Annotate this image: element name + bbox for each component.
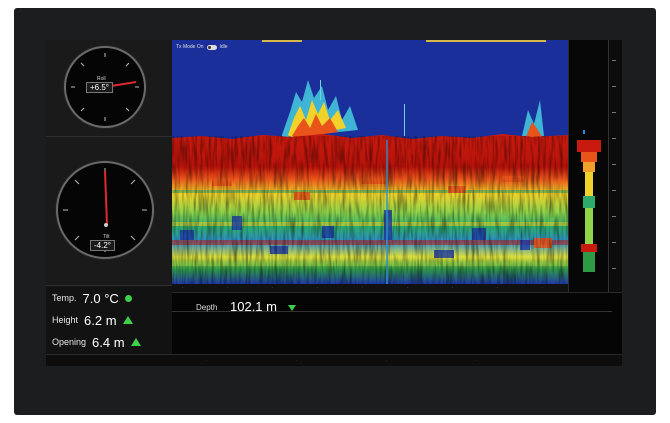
- down-triangle-icon: [288, 305, 296, 311]
- range-marker: [262, 40, 302, 42]
- tilt-gauge-panel: Tilt -4.2°: [46, 137, 172, 286]
- roll-gauge-panel: Roll +6.5°: [46, 40, 172, 137]
- temperature-label: Temp.: [52, 293, 77, 303]
- roll-readout: +6.5°: [86, 82, 113, 93]
- sonar-display: Roll +6.5° Tilt -4.2° Temp. 7.0 °C: [46, 40, 622, 366]
- range-marker: [426, 40, 546, 42]
- height-row: Height 6.2 m: [52, 310, 170, 330]
- temperature-row: Temp. 7.0 °C: [52, 288, 170, 308]
- height-label: Height: [52, 315, 79, 325]
- depth-label: Depth: [196, 303, 218, 312]
- sensor-panel: Temp. 7.0 °C Height 6.2 m Opening 6.4 m: [46, 286, 172, 354]
- echogram[interactable]: Tx Mode On Idle: [172, 40, 568, 284]
- status-dot-icon: [124, 294, 132, 302]
- echogram-header: Tx Mode On Idle: [176, 44, 228, 50]
- tx-mode-label: Tx Mode On: [176, 44, 204, 50]
- signal-bar: [577, 130, 601, 272]
- depth-panel: Depth 102.1 m: [172, 292, 622, 355]
- tilt-gauge-label: Tilt: [103, 234, 110, 240]
- opening-label: Opening: [52, 337, 87, 347]
- roll-gauge-label: Roll: [97, 76, 106, 82]
- opening-value: 6.4 m: [92, 334, 125, 350]
- depth-trace: [172, 311, 612, 312]
- bar-scale: [608, 40, 622, 292]
- tilt-readout: -4.2°: [90, 240, 115, 251]
- depth-value: 102.1 m: [230, 299, 277, 314]
- temperature-value: 7.0 °C: [82, 290, 119, 306]
- bar-graph-panel: [568, 40, 622, 292]
- tx-status-label: Idle: [219, 44, 228, 50]
- opening-row: Opening 6.4 m: [52, 332, 170, 352]
- time-axis: · · · · · · · · ·: [172, 284, 568, 292]
- up-triangle-icon: [130, 338, 141, 346]
- status-bar: · · · ·: [46, 354, 622, 366]
- height-value: 6.2 m: [84, 312, 117, 328]
- up-triangle-icon: [122, 316, 133, 324]
- tx-toggle[interactable]: [206, 44, 217, 50]
